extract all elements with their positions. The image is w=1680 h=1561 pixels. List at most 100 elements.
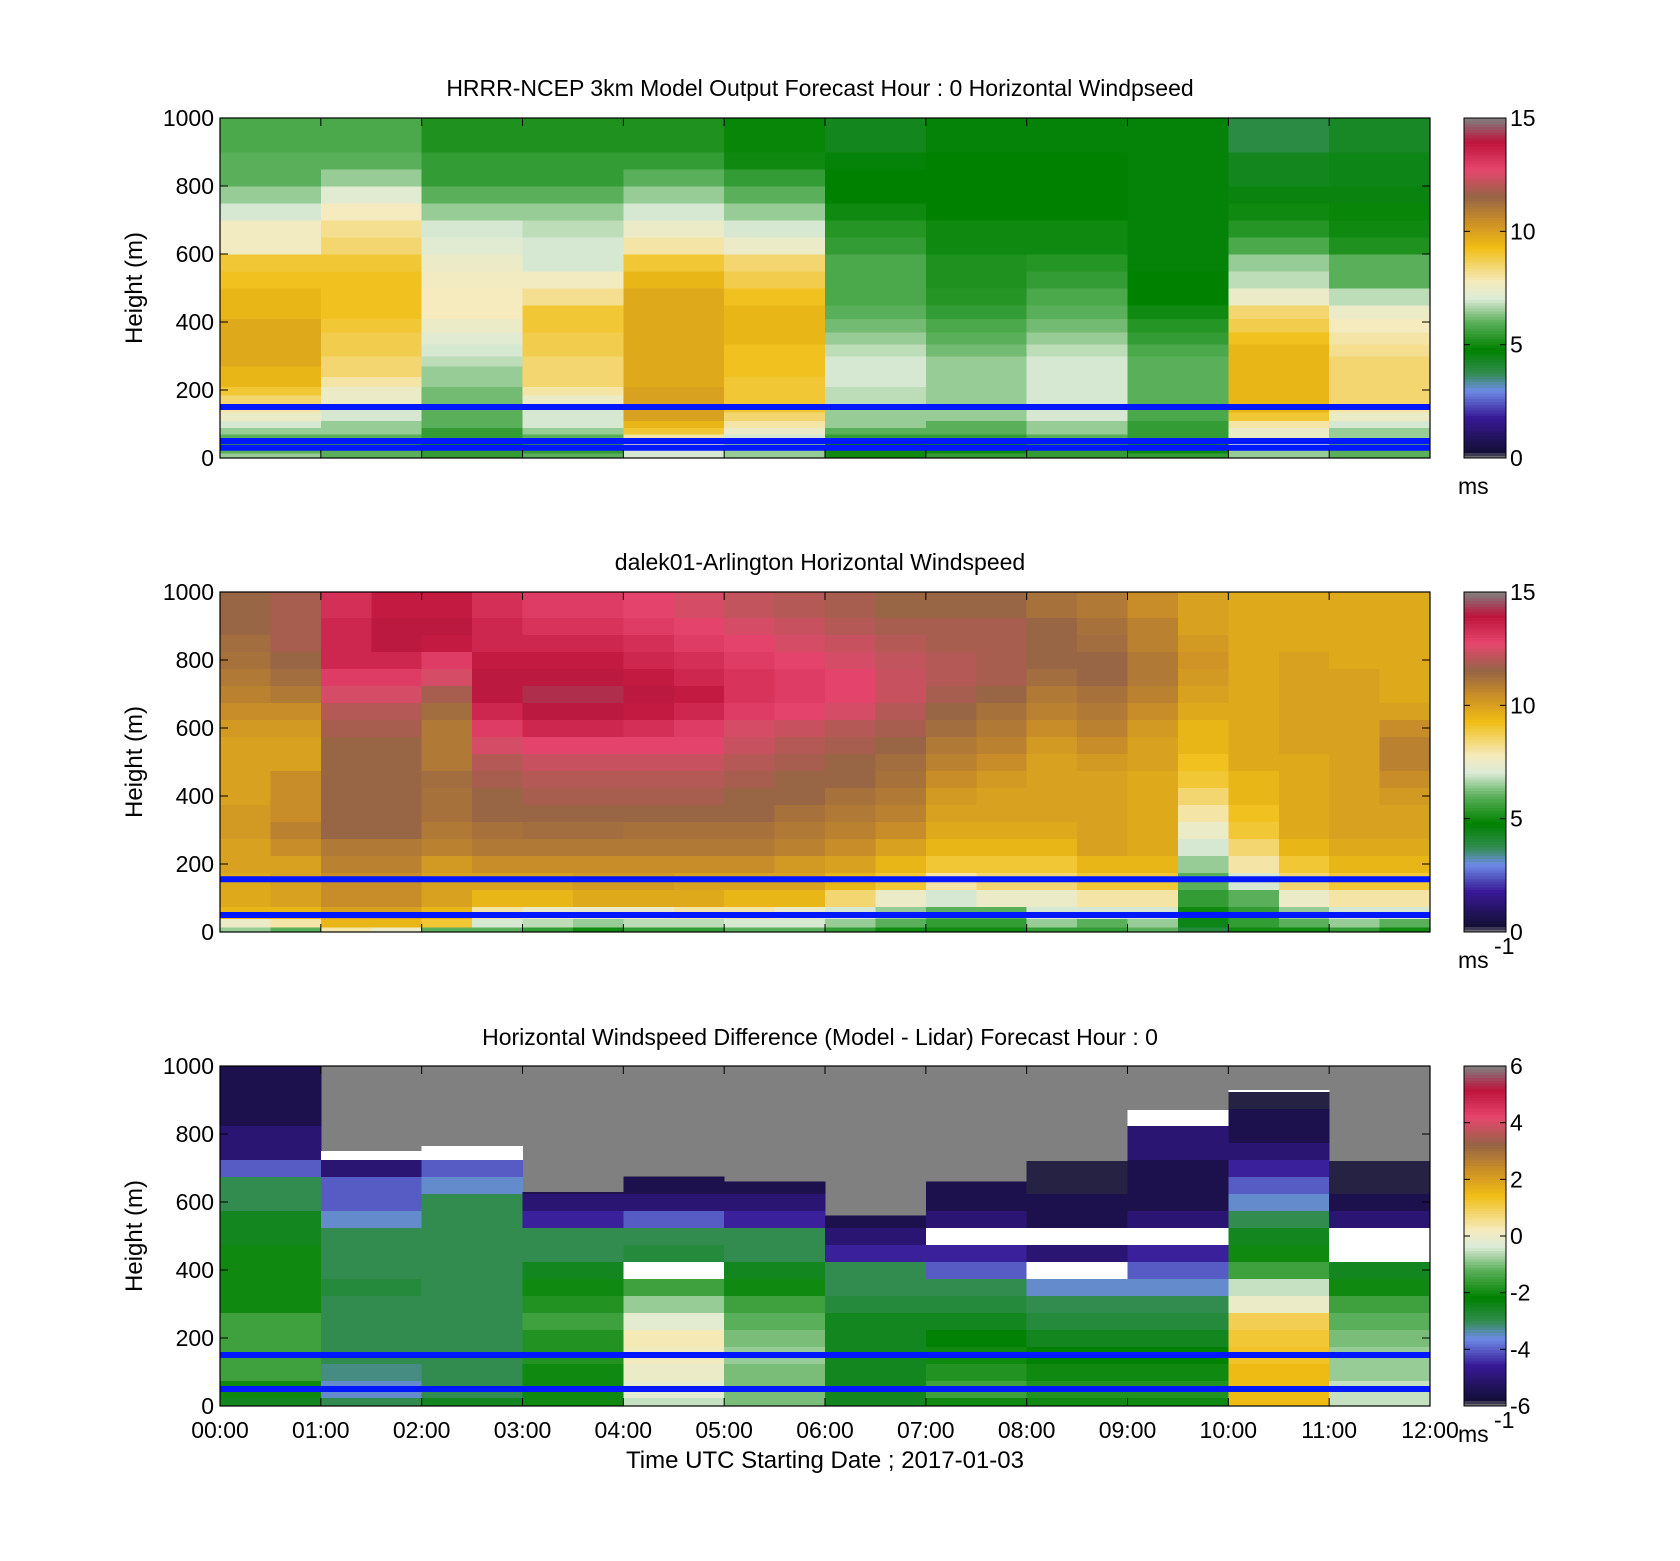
colorbar-segment (1464, 290, 1506, 295)
heatmap-cell (1177, 821, 1229, 839)
heatmap-cell (1127, 220, 1229, 238)
heatmap-cell (825, 152, 927, 170)
heatmap-cell (572, 634, 624, 652)
heatmap-cell (925, 889, 977, 907)
heatmap-cell (774, 821, 826, 839)
heatmap-cell (522, 600, 574, 618)
heatmap-cell (875, 634, 927, 652)
heatmap-cell (1127, 305, 1229, 320)
heatmap-cell (522, 395, 624, 405)
heatmap-cell (673, 821, 725, 839)
heatmap-cell (1077, 770, 1128, 788)
heatmap-cell (623, 926, 675, 933)
heatmap-cell (220, 1363, 322, 1381)
colorbar-segment (1464, 432, 1506, 436)
colorbar-segment (1464, 1383, 1506, 1387)
heatmap-cell (572, 889, 624, 907)
heatmap-cell (320, 634, 372, 652)
colorbar-segment (1464, 739, 1506, 743)
colorbar-segment (1464, 1372, 1506, 1376)
colorbar-segment (1464, 191, 1506, 196)
colorbar-unit: ms (1458, 473, 1489, 499)
heatmap-cell (220, 889, 271, 907)
colorbar-segment (1464, 665, 1506, 670)
heatmap-cell (673, 770, 725, 788)
heatmap-cell (270, 600, 322, 618)
heatmap-cell (1127, 386, 1229, 396)
heatmap-cell (220, 420, 322, 428)
heatmap-cell (825, 1329, 927, 1347)
heatmap-cell (1177, 651, 1229, 669)
heatmap-cell (320, 1227, 423, 1245)
heatmap-cell (320, 288, 423, 306)
heatmap-cell (976, 855, 1028, 873)
heatmap-cell (220, 1074, 322, 1092)
heatmap-cell (1228, 1193, 1330, 1211)
heatmap-cell (522, 420, 624, 428)
heatmap-cell (875, 592, 927, 601)
colorbar-segment (1464, 344, 1506, 349)
colorbar-segment (1464, 722, 1506, 726)
heatmap-cell (1127, 1125, 1229, 1143)
heatmap-cell (925, 1227, 1028, 1245)
colorbar-segment (1464, 1190, 1506, 1195)
heatmap-cell (1228, 118, 1330, 136)
heatmap-cell (522, 220, 624, 238)
heatmap-cell (1127, 420, 1229, 428)
heatmap-cell (724, 1261, 826, 1279)
heatmap-cell (925, 135, 1028, 153)
colorbar-segment (1464, 733, 1506, 738)
heatmap-cell (925, 1261, 1028, 1279)
heatmap-cell (1228, 395, 1330, 405)
heatmap-cell (1228, 1329, 1330, 1347)
heatmap-cell (623, 220, 725, 238)
heatmap-cell (623, 1329, 725, 1347)
colorbar-segment (1464, 1272, 1506, 1277)
heatmap-cell (1127, 376, 1229, 388)
heatmap-cell (572, 787, 624, 805)
heatmap-cell (1228, 420, 1330, 428)
colorbar-segment (1464, 626, 1506, 630)
heatmap-cell (825, 318, 927, 333)
heatmap-cell (522, 1191, 624, 1194)
heatmap-cell (724, 1244, 826, 1262)
heatmap-cell (1228, 441, 1330, 449)
heatmap-cell (421, 118, 523, 136)
heatmap-cell (220, 804, 271, 822)
heatmap-cell (1127, 855, 1179, 873)
heatmap-cell (320, 412, 423, 422)
colorbar-segment (1464, 1179, 1506, 1183)
colorbar-segment (1464, 813, 1506, 817)
heatmap-cell (1329, 186, 1431, 204)
heatmap-cell (925, 452, 1028, 459)
heatmap-cell (1228, 736, 1280, 754)
colorbar-segment (1464, 1258, 1506, 1263)
heatmap-cell (1329, 1312, 1431, 1330)
heatmap-cell (1228, 1142, 1330, 1160)
heatmap-cell (371, 634, 423, 652)
heatmap-cell (522, 821, 574, 839)
heatmap-cell (320, 838, 372, 856)
heatmap-cell (1329, 169, 1431, 187)
colorbar-segment (1464, 1357, 1506, 1362)
colorbar-tick-label: 0 (1510, 445, 1523, 471)
colorbar-segment (1464, 1261, 1506, 1265)
heatmap-cell (1026, 386, 1128, 396)
heatmap-cell (371, 821, 423, 839)
colorbar-segment (1464, 855, 1506, 859)
heatmap-cell (421, 332, 523, 345)
y-tick-label: 600 (176, 1189, 214, 1215)
heatmap-cell (1278, 668, 1330, 686)
colorbar-tick-label: 10 (1510, 692, 1536, 718)
colorbar-segment (1464, 1148, 1506, 1152)
heatmap-cell (320, 592, 372, 601)
heatmap-cell (1379, 592, 1431, 601)
heatmap-cell (371, 651, 423, 669)
colorbar-segment (1464, 790, 1506, 794)
colorbar-segment (1464, 373, 1506, 377)
heatmap-cell (220, 427, 322, 435)
heatmap-cell (421, 889, 473, 907)
heatmap-cell (724, 1295, 826, 1313)
colorbar-segment (1464, 322, 1506, 326)
